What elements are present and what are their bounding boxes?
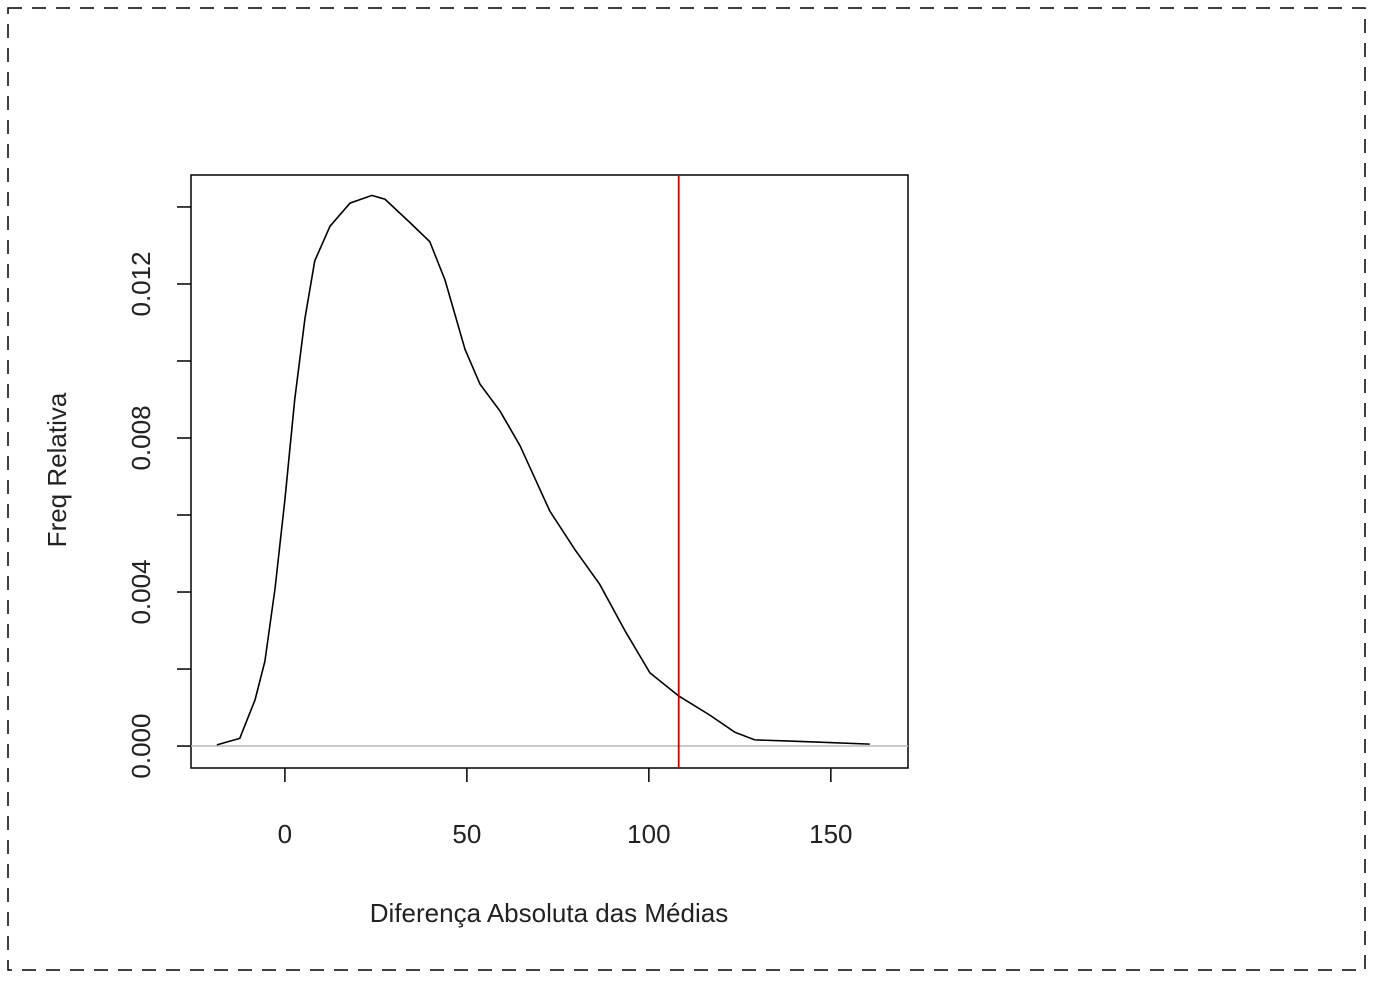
y-tick-label: 0.004 [126, 559, 156, 624]
x-axis-label: Diferença Absoluta das Médias [370, 898, 728, 928]
x-tick-label: 50 [452, 819, 481, 849]
y-axis-label: Freq Relativa [42, 392, 72, 547]
x-tick-label: 100 [627, 819, 670, 849]
plot-box [190, 174, 909, 769]
x-tick-label: 0 [278, 819, 292, 849]
y-tick-label: 0.008 [126, 405, 156, 470]
y-tick-label: 0.012 [126, 251, 156, 316]
y-tick-label: 0.000 [126, 714, 156, 779]
page-border [7, 7, 1366, 971]
x-tick-label: 150 [809, 819, 852, 849]
density-line [216, 194, 870, 746]
